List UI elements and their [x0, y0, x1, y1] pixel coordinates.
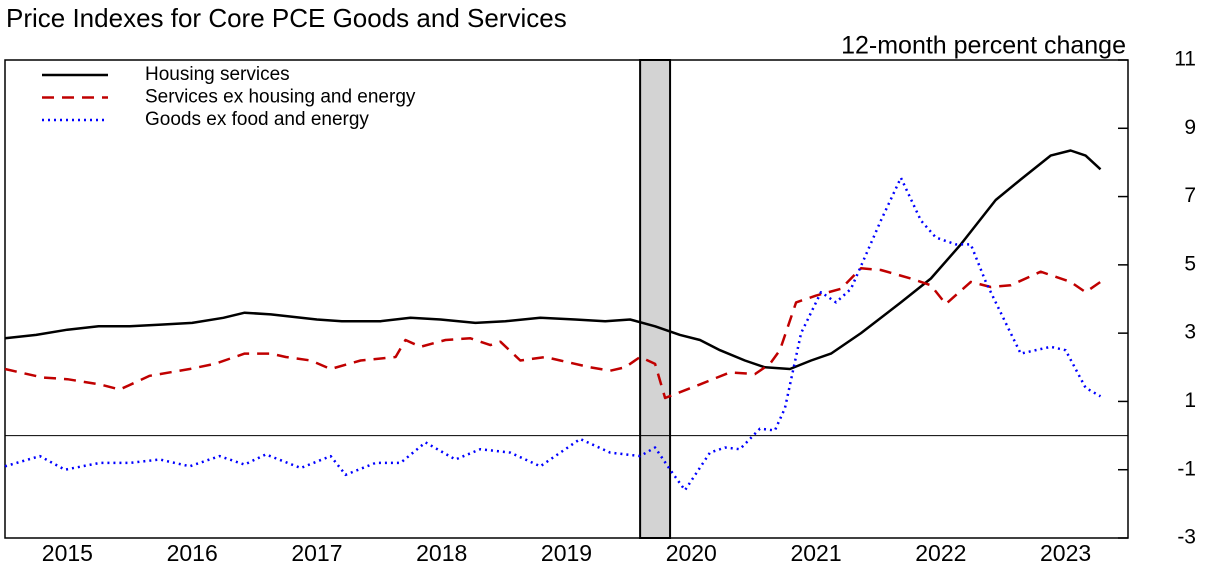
x-tick-label: 2019 — [541, 540, 592, 566]
series-line — [4, 176, 1102, 492]
series-line — [4, 149, 1102, 371]
y-tick-label: 3 — [1184, 321, 1196, 344]
legend-label: Services ex housing and energy — [145, 87, 416, 108]
y-tick-label: 9 — [1184, 116, 1196, 139]
x-tick-label: 2021 — [790, 540, 841, 566]
x-tick-label: 2015 — [42, 540, 93, 566]
y-tick-label: 7 — [1184, 184, 1196, 207]
recession-band — [639, 59, 672, 539]
chart-subtitle: 12-month percent change — [841, 32, 1126, 60]
legend-label: Goods ex food and energy — [145, 109, 369, 130]
legend-label: Housing services — [145, 64, 290, 85]
y-tick-label: 1 — [1184, 389, 1196, 412]
x-tick-label: 2017 — [291, 540, 342, 566]
y-tick-label: -1 — [1177, 457, 1196, 480]
x-tick-label: 2020 — [666, 540, 717, 566]
chart-title: Price Indexes for Core PCE Goods and Ser… — [6, 3, 567, 33]
y-tick-label: -3 — [1177, 526, 1196, 549]
y-tick-label: 5 — [1184, 252, 1196, 275]
series-line — [4, 267, 1102, 400]
y-tick-label: 11 — [1174, 48, 1196, 71]
x-tick-label: 2023 — [1040, 540, 1091, 566]
x-tick-label: 2022 — [915, 540, 966, 566]
x-tick-label: 2016 — [167, 540, 218, 566]
plot-frame — [4, 59, 1129, 539]
x-tick-label: 2018 — [416, 540, 467, 566]
